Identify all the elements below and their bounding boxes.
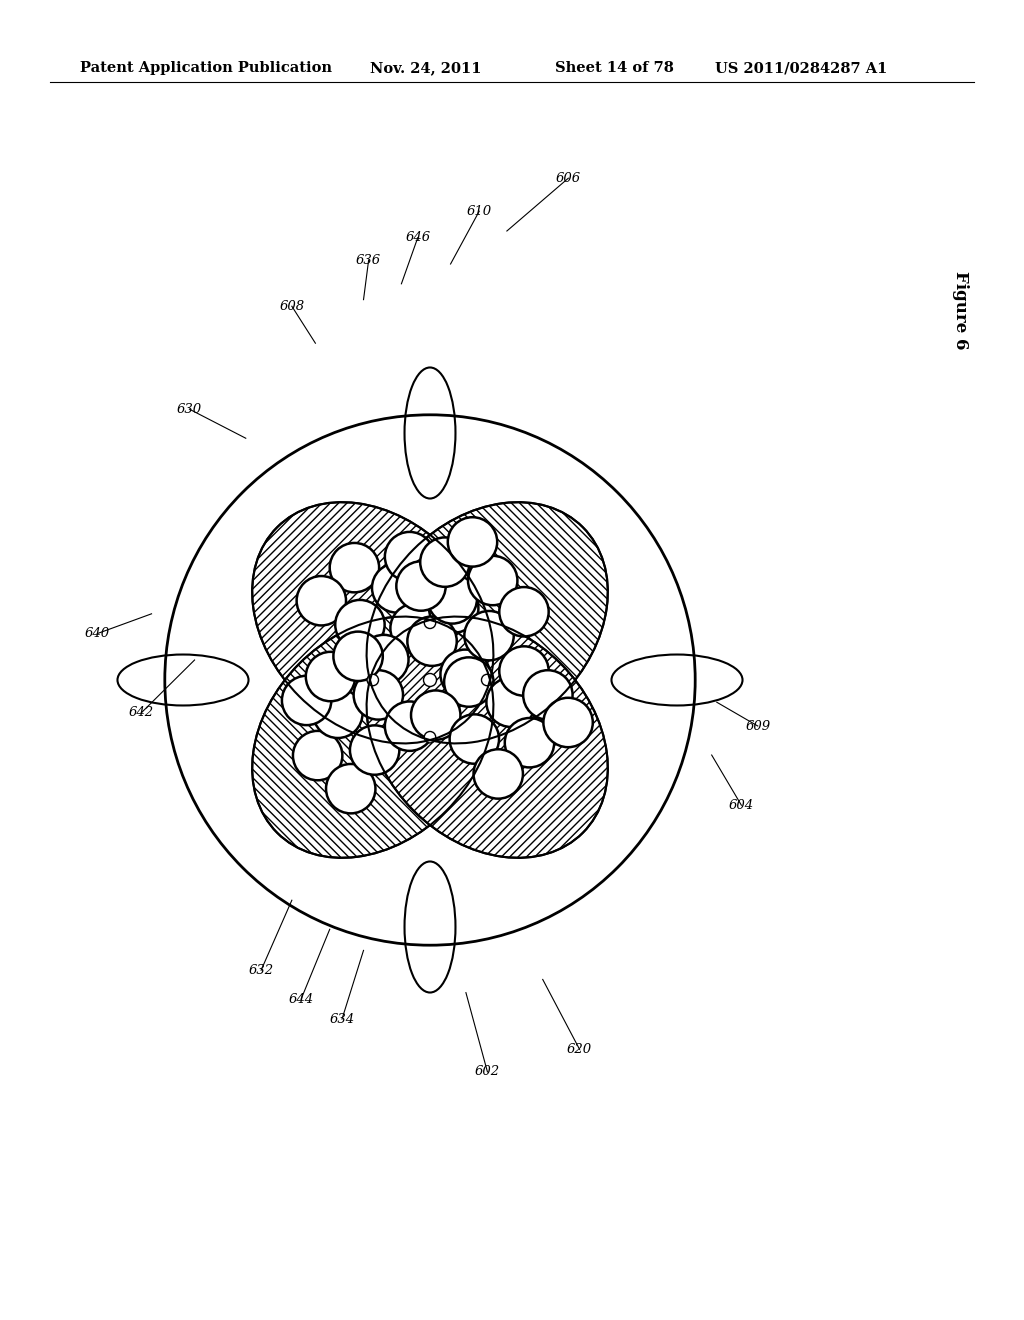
Circle shape bbox=[500, 587, 549, 636]
Circle shape bbox=[396, 561, 445, 611]
Circle shape bbox=[385, 701, 434, 751]
Circle shape bbox=[473, 750, 523, 799]
Circle shape bbox=[334, 631, 383, 681]
Circle shape bbox=[424, 673, 436, 686]
Text: Sheet 14 of 78: Sheet 14 of 78 bbox=[555, 61, 674, 75]
Circle shape bbox=[447, 517, 498, 566]
Circle shape bbox=[282, 676, 332, 725]
Text: 644: 644 bbox=[289, 993, 313, 1006]
Circle shape bbox=[409, 556, 458, 605]
Circle shape bbox=[390, 603, 439, 653]
Circle shape bbox=[440, 649, 489, 700]
Circle shape bbox=[367, 675, 379, 685]
Circle shape bbox=[326, 764, 376, 813]
Ellipse shape bbox=[367, 616, 608, 858]
Circle shape bbox=[486, 677, 536, 727]
Circle shape bbox=[444, 657, 494, 706]
Circle shape bbox=[353, 671, 403, 719]
Circle shape bbox=[372, 564, 422, 612]
Circle shape bbox=[544, 698, 593, 747]
Text: 604: 604 bbox=[729, 799, 754, 812]
Text: 636: 636 bbox=[356, 253, 381, 267]
Circle shape bbox=[500, 647, 549, 696]
Circle shape bbox=[450, 714, 499, 764]
Ellipse shape bbox=[118, 655, 249, 705]
Circle shape bbox=[408, 616, 457, 665]
Circle shape bbox=[335, 599, 385, 649]
Ellipse shape bbox=[252, 616, 494, 858]
Text: 609: 609 bbox=[745, 719, 770, 733]
Circle shape bbox=[306, 652, 355, 701]
Ellipse shape bbox=[404, 862, 456, 993]
Text: Nov. 24, 2011: Nov. 24, 2011 bbox=[370, 61, 481, 75]
Text: 620: 620 bbox=[567, 1043, 592, 1056]
Circle shape bbox=[359, 635, 409, 684]
Text: 634: 634 bbox=[330, 1012, 354, 1026]
Ellipse shape bbox=[611, 655, 742, 705]
Circle shape bbox=[350, 726, 399, 775]
Text: 606: 606 bbox=[556, 172, 581, 185]
Circle shape bbox=[505, 718, 554, 767]
Text: US 2011/0284287 A1: US 2011/0284287 A1 bbox=[715, 61, 888, 75]
Circle shape bbox=[385, 532, 434, 581]
Circle shape bbox=[420, 537, 470, 587]
Text: 642: 642 bbox=[129, 706, 154, 719]
Text: 602: 602 bbox=[475, 1065, 500, 1078]
Circle shape bbox=[429, 583, 478, 632]
Circle shape bbox=[424, 616, 436, 628]
Text: Figure 6: Figure 6 bbox=[951, 271, 969, 350]
Ellipse shape bbox=[367, 502, 608, 743]
Ellipse shape bbox=[252, 502, 494, 743]
Circle shape bbox=[297, 576, 346, 626]
Circle shape bbox=[330, 543, 379, 593]
Circle shape bbox=[523, 671, 572, 719]
Text: 646: 646 bbox=[406, 231, 430, 244]
Circle shape bbox=[424, 731, 436, 743]
Ellipse shape bbox=[404, 367, 456, 499]
Text: 630: 630 bbox=[177, 403, 202, 416]
Text: Patent Application Publication: Patent Application Publication bbox=[80, 61, 332, 75]
Text: 640: 640 bbox=[85, 627, 110, 640]
Circle shape bbox=[293, 731, 342, 780]
Circle shape bbox=[411, 690, 461, 739]
Text: 610: 610 bbox=[467, 205, 492, 218]
Text: 608: 608 bbox=[280, 300, 304, 313]
Text: 632: 632 bbox=[249, 964, 273, 977]
Circle shape bbox=[481, 675, 493, 685]
Circle shape bbox=[313, 689, 362, 738]
Circle shape bbox=[428, 574, 477, 623]
Circle shape bbox=[468, 556, 517, 605]
Circle shape bbox=[464, 611, 514, 660]
